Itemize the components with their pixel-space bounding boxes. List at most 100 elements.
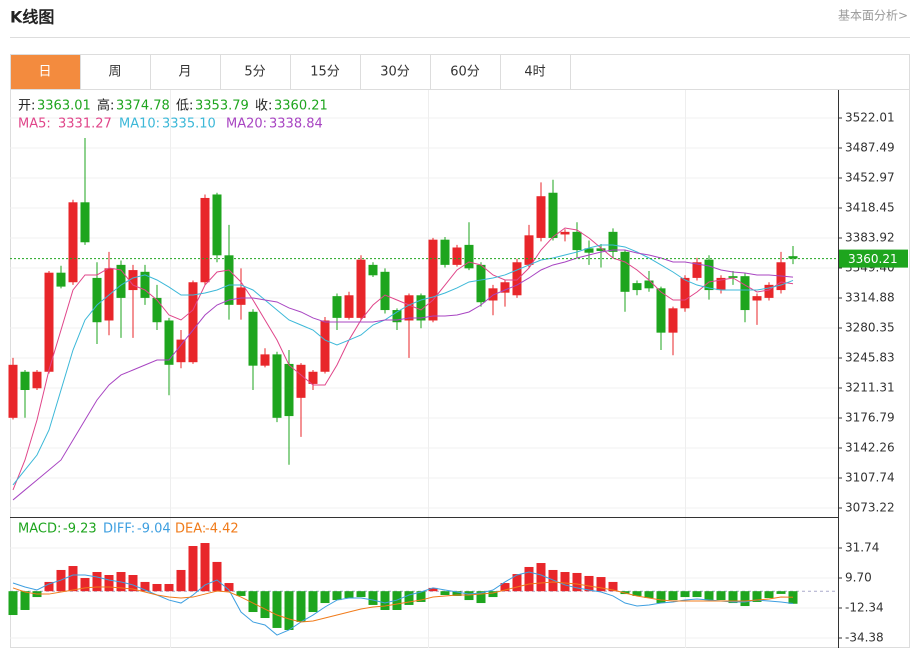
candle-body <box>692 262 702 278</box>
macd-bar <box>296 591 306 622</box>
candle-body <box>644 280 654 289</box>
legend-name: MA10: <box>119 117 160 132</box>
ohlc-label: 高: <box>97 98 114 114</box>
y-tick-label: 31.74 <box>845 540 879 554</box>
tab[interactable] <box>10 54 81 90</box>
candle-body <box>140 271 150 298</box>
tab-label[interactable]: 月 <box>178 65 191 80</box>
legend-name: MA20: <box>226 117 267 132</box>
tab-label[interactable]: 4时 <box>524 65 545 80</box>
candle-body <box>200 197 210 283</box>
candle-body <box>8 364 18 418</box>
candle-body <box>548 192 558 238</box>
widget-title: K线图 <box>10 8 54 27</box>
candle-body <box>752 296 762 301</box>
macd-bar <box>512 574 522 592</box>
macd-bar <box>272 591 282 628</box>
candle-body <box>188 282 198 363</box>
macd-bar <box>356 591 366 598</box>
candle-body <box>80 202 90 243</box>
candle-body <box>164 320 174 365</box>
macd-bar <box>308 591 318 613</box>
y-tick-label: -12.34 <box>845 600 884 614</box>
tab[interactable] <box>500 54 571 90</box>
candle-body <box>668 308 678 333</box>
candle-body <box>272 354 282 418</box>
y-tick-label: 3142.26 <box>845 441 895 455</box>
tab-label[interactable]: 30分 <box>380 65 410 80</box>
legend-name: DEA: <box>175 522 206 537</box>
candle-body <box>128 270 138 291</box>
fundamentals-link[interactable]: 基本面分析> <box>838 9 908 23</box>
tab-label[interactable]: 5分 <box>244 65 265 80</box>
tab-label[interactable]: 60分 <box>450 65 480 80</box>
y-tick-label: 3487.49 <box>845 140 895 154</box>
tab[interactable] <box>80 54 151 90</box>
macd-bar <box>716 591 726 601</box>
ohlc-value: 3363.01 <box>37 99 91 114</box>
candle-body <box>20 371 30 391</box>
macd-bar <box>464 591 474 601</box>
legend-value: -9.23 <box>63 522 97 537</box>
last-price-tag <box>838 249 908 268</box>
macd-bar <box>548 569 558 592</box>
legend-name: MA5: <box>18 117 51 132</box>
candle-body <box>56 272 66 287</box>
macd-bar <box>344 591 354 599</box>
macd-bar <box>92 572 102 592</box>
macd-bar <box>56 569 66 592</box>
tab-label[interactable]: 周 <box>108 65 121 80</box>
candle-body <box>152 297 162 323</box>
tab-label[interactable]: 日 <box>38 65 51 80</box>
ohlc-label: 开: <box>18 99 35 114</box>
ohlc-value: 3353.79 <box>195 99 249 114</box>
macd-bar <box>644 591 654 599</box>
candle-body <box>500 282 510 293</box>
macd-bar <box>152 583 162 592</box>
macd-bar <box>692 591 702 598</box>
candle-body <box>524 235 534 265</box>
candle-body <box>728 276 738 278</box>
macd-bar <box>776 591 786 594</box>
macd-bar <box>68 566 78 592</box>
macd-bar <box>656 591 666 604</box>
candle-body <box>740 276 750 311</box>
macd-bar <box>632 591 642 596</box>
macd-bar <box>668 591 678 601</box>
macd-bar <box>8 591 18 616</box>
candle-body <box>512 262 522 296</box>
macd-bar <box>452 591 462 596</box>
macd-bar <box>164 583 174 592</box>
candle-body <box>704 259 714 291</box>
candle-body <box>584 248 594 253</box>
legend-name: MACD: <box>18 522 61 537</box>
y-tick-label: 9.70 <box>845 570 872 584</box>
legend-value: 3331.27 <box>58 117 112 132</box>
tab[interactable] <box>290 54 361 90</box>
candle-body <box>608 231 618 252</box>
macd-bar <box>128 575 138 592</box>
macd-bar <box>788 591 798 604</box>
macd-bar <box>572 572 582 592</box>
tab[interactable] <box>150 54 221 90</box>
candle-body <box>68 202 78 283</box>
candle-body <box>44 272 54 372</box>
candle-body <box>536 196 546 238</box>
macd-bar <box>608 581 618 592</box>
macd-bar <box>440 591 450 596</box>
candle-body <box>680 277 690 309</box>
candle-body <box>452 247 462 265</box>
last-price-label: 3360.21 <box>848 252 898 266</box>
candle-body <box>368 264 378 276</box>
macd-bar <box>596 577 606 592</box>
candle-body <box>440 239 450 265</box>
macd-bar <box>560 572 570 592</box>
candle-body <box>116 264 126 298</box>
macd-bar <box>404 591 414 605</box>
y-tick-label: 3073.22 <box>845 500 895 514</box>
macd-bar <box>476 591 486 604</box>
tab-label[interactable]: 15分 <box>310 65 340 80</box>
candle-body <box>296 364 306 398</box>
candle-body <box>320 320 330 372</box>
